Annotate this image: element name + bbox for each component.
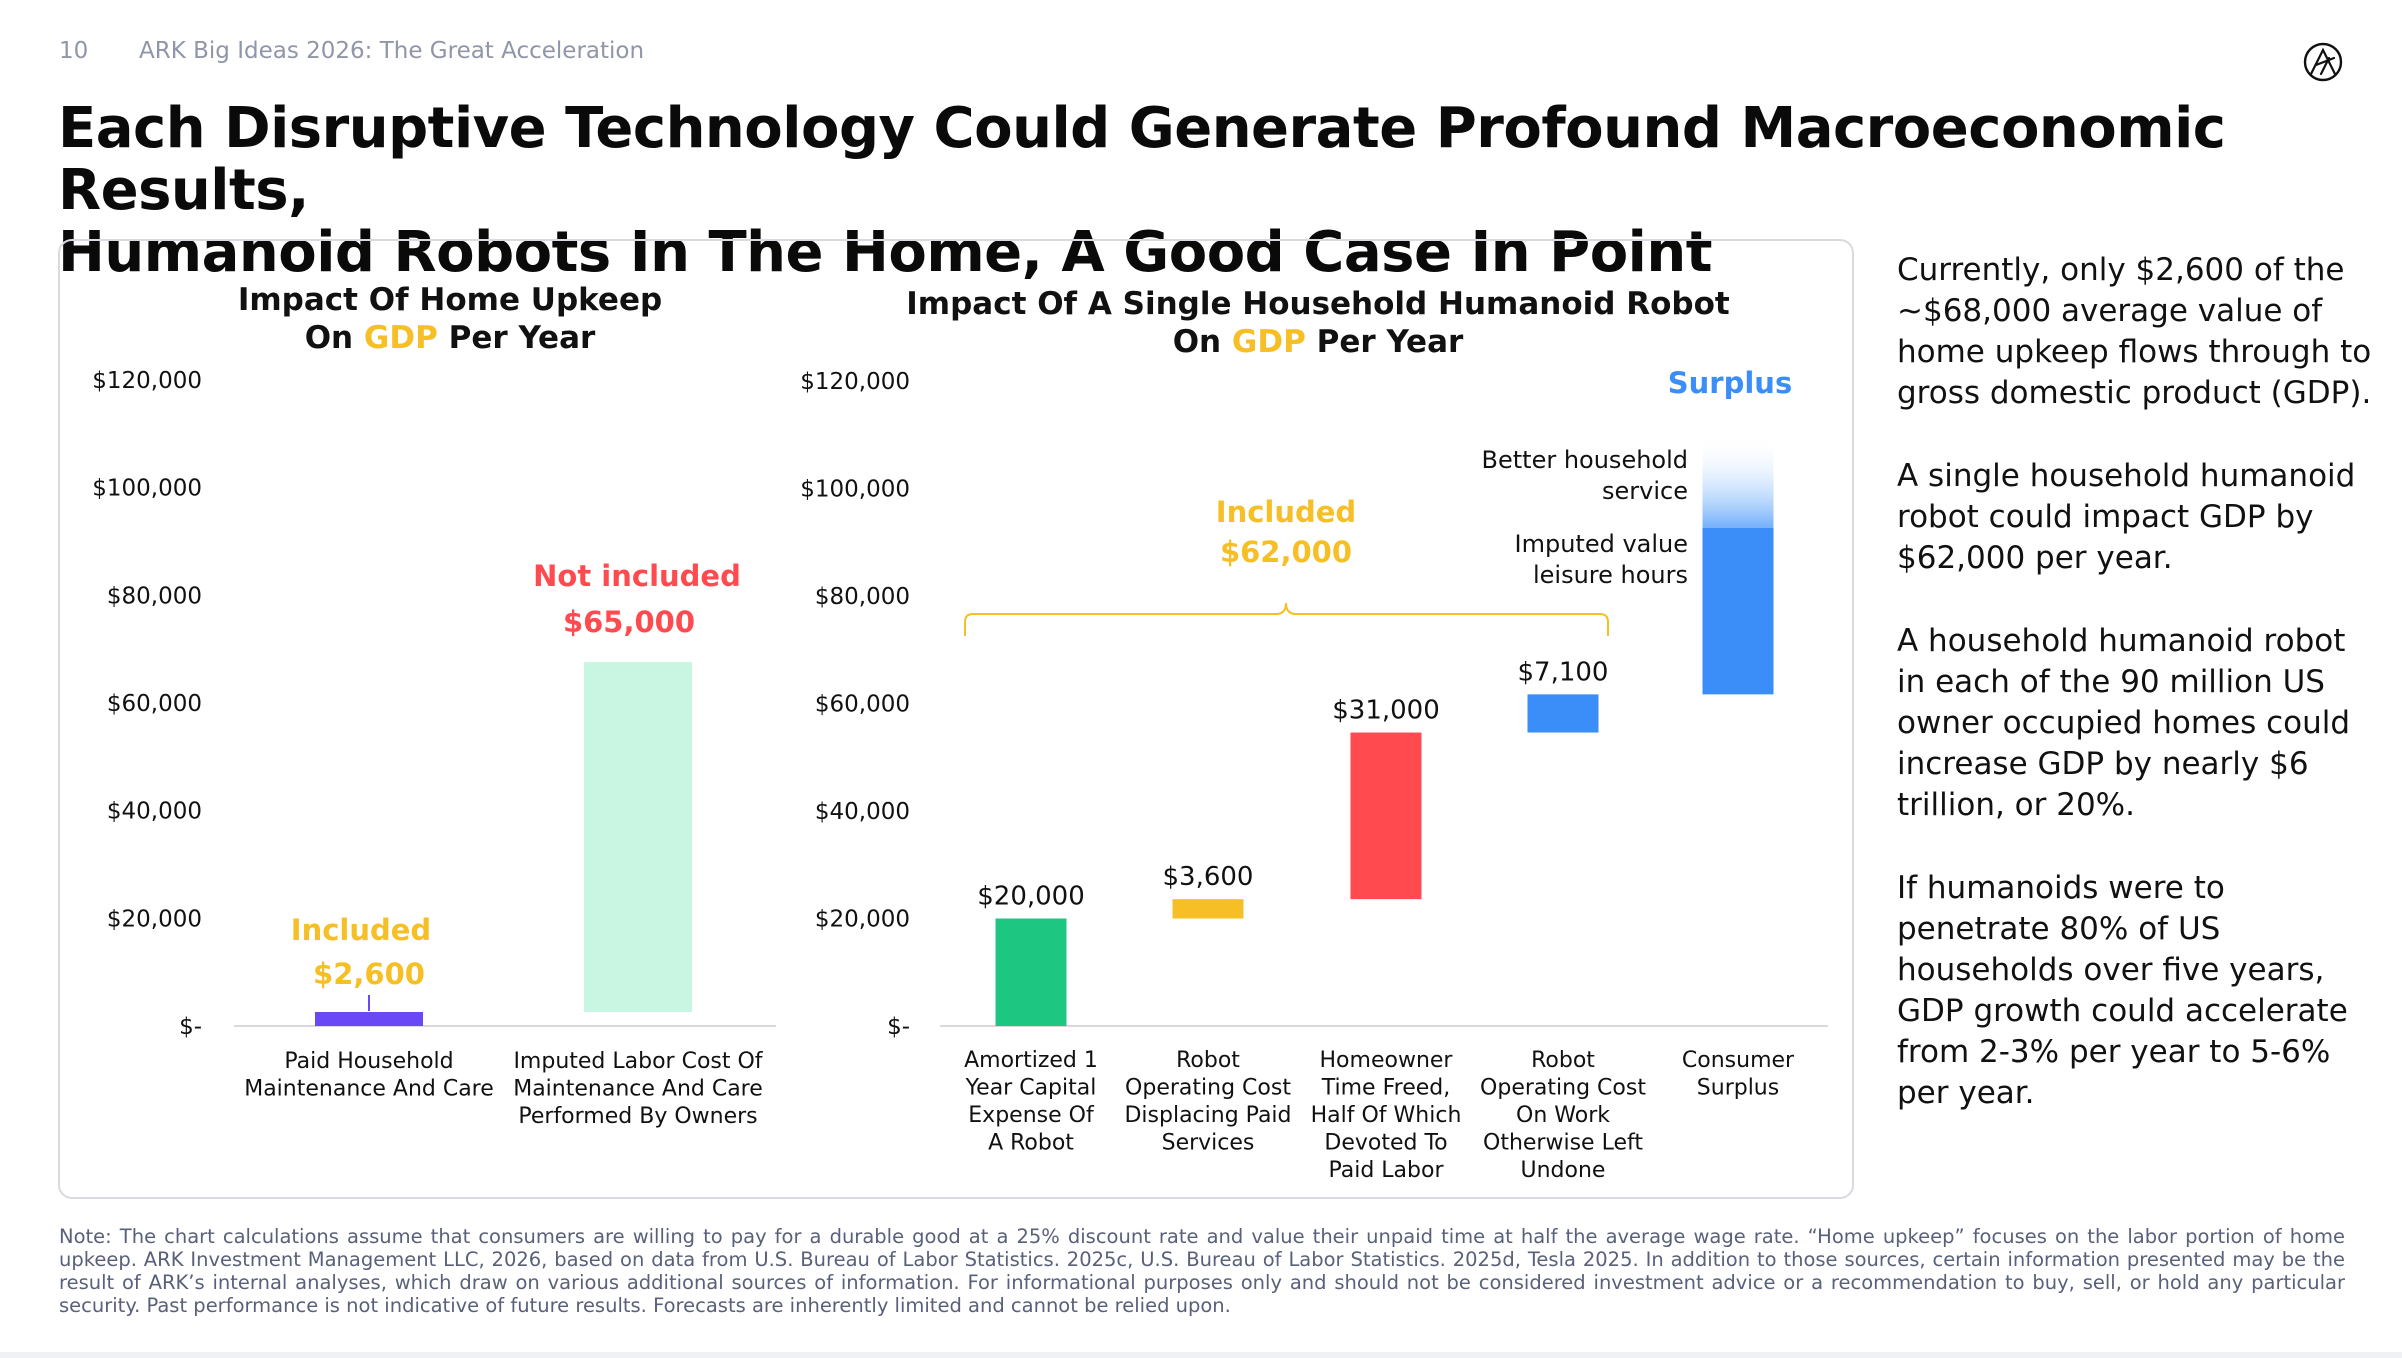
chart2-surplus-annotation: Imputed value bbox=[1515, 530, 1689, 558]
chart2-surplus-label: Surplus bbox=[1668, 366, 1792, 400]
page-title: Each Disruptive Technology Could Generat… bbox=[58, 98, 2308, 284]
chart1-title-line2: On GDP Per Year bbox=[305, 320, 596, 356]
chart2-surplus-fade bbox=[1702, 436, 1774, 528]
title-gdp-highlight: GDP bbox=[1232, 324, 1306, 360]
chart1-x-category-label: Maintenance And Care bbox=[513, 1077, 763, 1102]
chart2-y-tick-label: $60,000 bbox=[815, 692, 910, 718]
chart2-bracket-label: Included bbox=[1216, 495, 1356, 529]
chart2-bar-5 bbox=[1702, 527, 1774, 695]
chart2-y-tick-label: $100,000 bbox=[800, 477, 910, 503]
side-paragraph-2: A single household humanoid robot could … bbox=[1897, 458, 2356, 576]
page-title-line1: Each Disruptive Technology Could Generat… bbox=[58, 96, 2226, 223]
chart1-title-line1: Impact Of Home Upkeep bbox=[238, 282, 662, 318]
chart2-x-category-label: Operating Cost bbox=[1125, 1076, 1291, 1101]
ark-logo-icon bbox=[2303, 42, 2343, 82]
chart2-x-category-label: Displacing Paid bbox=[1124, 1103, 1291, 1128]
chart2-x-category-label: Amortized 1 bbox=[964, 1048, 1098, 1073]
chart2-x-category-label: Undone bbox=[1521, 1158, 1606, 1183]
side-paragraph-1: Currently, only $2,600 of the ~$68,000 a… bbox=[1897, 252, 2372, 411]
chart1-y-tick-label: $80,000 bbox=[107, 583, 202, 609]
chart2-y-tick-label: $80,000 bbox=[815, 584, 910, 610]
side-commentary: Currently, only $2,600 of the ~$68,000 a… bbox=[1897, 250, 2377, 1156]
chart2-x-category-label: Otherwise Left bbox=[1483, 1131, 1643, 1156]
chart1-y-tick-label: $- bbox=[179, 1014, 202, 1040]
chart2-surplus-annotation: Better household bbox=[1482, 446, 1688, 474]
chart2-y-tick-label: $120,000 bbox=[800, 369, 910, 395]
chart2-y-tick-label: $20,000 bbox=[815, 907, 910, 933]
title-on-text: On bbox=[1173, 324, 1232, 360]
chart2-y-tick-label: $40,000 bbox=[815, 799, 910, 825]
chart2-x-category-label: Homeowner bbox=[1320, 1048, 1454, 1073]
chart2-title-line2: On GDP Per Year bbox=[1173, 324, 1464, 360]
chart2-x-category-label: Year Capital bbox=[965, 1076, 1097, 1101]
chart2-included-bracket bbox=[964, 602, 1609, 636]
chart2-value-label-2: $3,600 bbox=[1163, 862, 1254, 892]
page-title-line2: Humanoid Robots In The Home, A Good Case… bbox=[58, 220, 1713, 285]
chart2-title-line1: Impact Of A Single Household Humanoid Ro… bbox=[906, 286, 1730, 322]
chart1-x-category-label: Paid Household bbox=[284, 1049, 453, 1074]
chart2-x-category-label: Services bbox=[1162, 1131, 1255, 1156]
chart2-x-category-label: Consumer bbox=[1682, 1048, 1795, 1073]
chart2-y-tick-label: $- bbox=[887, 1014, 910, 1040]
chart1-bar-1 bbox=[315, 1012, 423, 1026]
chart1-x-category-label: Imputed Labor Cost Of bbox=[513, 1049, 763, 1074]
chart2-value-label-4: $7,100 bbox=[1518, 657, 1609, 687]
title-gdp-highlight: GDP bbox=[364, 320, 438, 356]
chart1-included-label: Included bbox=[291, 913, 431, 947]
chart2-bar-1 bbox=[995, 918, 1067, 1026]
chart2-x-category-label: Operating Cost bbox=[1480, 1076, 1646, 1101]
side-paragraph-4: If humanoids were to penetrate 80% of US… bbox=[1897, 870, 2348, 1111]
footnote: Note: The chart calculations assume that… bbox=[59, 1225, 2345, 1317]
chart1-x-category-label: Performed By Owners bbox=[518, 1104, 757, 1129]
chart2-x-category-label: On Work bbox=[1516, 1103, 1610, 1128]
chart1-x-category-label: Maintenance And Care bbox=[244, 1077, 494, 1102]
title-per-year-text: Per Year bbox=[1306, 324, 1464, 360]
chart-panel bbox=[58, 239, 1854, 1199]
chart2-x-category-label: Devoted To bbox=[1324, 1131, 1447, 1156]
chart2-surplus-annotation: service bbox=[1602, 477, 1688, 505]
chart1-y-tick-label: $20,000 bbox=[107, 906, 202, 932]
title-per-year-text: Per Year bbox=[438, 320, 596, 356]
chart2-value-label-1: $20,000 bbox=[977, 882, 1085, 912]
chart1-y-tick-label: $40,000 bbox=[107, 799, 202, 825]
chart2-x-category-label: Robot bbox=[1176, 1048, 1240, 1073]
chart2-x-category-label: A Robot bbox=[988, 1131, 1074, 1156]
title-on-text: On bbox=[305, 320, 364, 356]
chart2-x-category-label: Robot bbox=[1531, 1048, 1595, 1073]
chart1-included-value: $2,600 bbox=[313, 957, 425, 991]
chart2-value-label-3: $31,000 bbox=[1332, 696, 1440, 726]
chart1-bar-2 bbox=[584, 662, 692, 1013]
chart2-bracket-value: $62,000 bbox=[1220, 535, 1352, 569]
chart2-bar-4 bbox=[1527, 694, 1599, 733]
chart2-x-category-label: Half Of Which bbox=[1311, 1103, 1462, 1128]
chart2-x-category-label: Time Freed, bbox=[1321, 1076, 1450, 1101]
bottom-divider bbox=[0, 1352, 2402, 1358]
chart1-y-tick-label: $120,000 bbox=[92, 368, 202, 394]
chart2-x-category-label: Expense Of bbox=[968, 1103, 1095, 1128]
chart2-bar-3 bbox=[1350, 732, 1422, 900]
chart2-x-category-label: Paid Labor bbox=[1328, 1158, 1444, 1183]
chart2-bar-2 bbox=[1172, 899, 1244, 919]
chart1-y-tick-label: $100,000 bbox=[92, 476, 202, 502]
chart1-not-included-label: Not included bbox=[533, 559, 741, 593]
chart1-not-included-value: $65,000 bbox=[563, 605, 695, 639]
chart2-x-category-label: Surplus bbox=[1697, 1076, 1779, 1101]
page-number: 10 bbox=[59, 38, 89, 64]
deck-title: ARK Big Ideas 2026: The Great Accelerati… bbox=[139, 38, 645, 64]
chart1-y-tick-label: $60,000 bbox=[107, 691, 202, 717]
side-paragraph-3: A household humanoid robot in each of th… bbox=[1897, 623, 2351, 823]
chart2-surplus-annotation: leisure hours bbox=[1533, 561, 1688, 589]
